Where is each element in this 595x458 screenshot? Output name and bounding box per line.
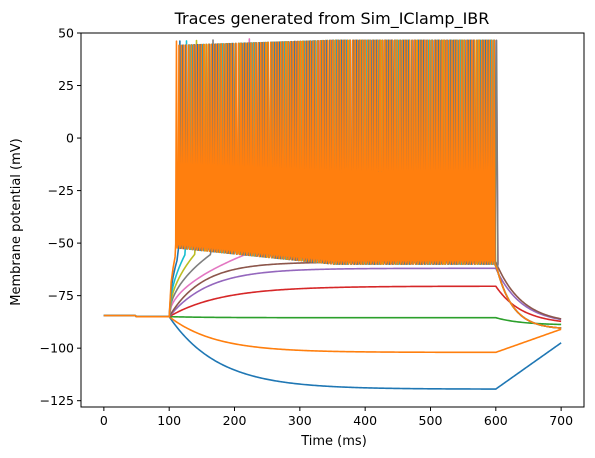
series-line-3 [103, 314, 562, 326]
series-layer [103, 38, 562, 390]
x-axis: 0 100 200 300 400 500 600 700 [100, 407, 573, 428]
series-line-12 [103, 39, 562, 329]
y-axis-label: Membrane potential (mV) [9, 138, 24, 305]
y-tick-label: −25 [48, 183, 74, 198]
series-line-1 [103, 314, 562, 390]
series-line-4 [103, 285, 562, 323]
x-tick-label: 500 [419, 413, 443, 428]
x-tick-label: 0 [100, 413, 108, 428]
y-tick-label: −75 [48, 288, 74, 303]
y-tick-label: −125 [40, 393, 74, 408]
x-tick-label: 400 [353, 413, 377, 428]
y-tick-label: 0 [66, 131, 74, 146]
x-tick-label: 700 [549, 413, 573, 428]
x-tick-label: 100 [157, 413, 181, 428]
y-tick-label: 50 [58, 26, 74, 41]
y-tick-label: −50 [48, 236, 74, 251]
series-line-5 [103, 267, 562, 321]
chart-title: Traces generated from Sim_IClamp_IBR [174, 9, 490, 29]
y-tick-label: −100 [40, 341, 74, 356]
y-tick-label: 25 [58, 78, 74, 93]
plot-frame [80, 32, 585, 408]
x-tick-label: 300 [288, 413, 312, 428]
x-tick-label: 200 [223, 413, 247, 428]
series-line-2 [103, 314, 562, 354]
x-tick-label: 600 [484, 413, 508, 428]
x-axis-label: Time (ms) [300, 434, 367, 449]
y-axis: −125 −100 −75 −50 −25 0 25 50 [40, 26, 81, 408]
